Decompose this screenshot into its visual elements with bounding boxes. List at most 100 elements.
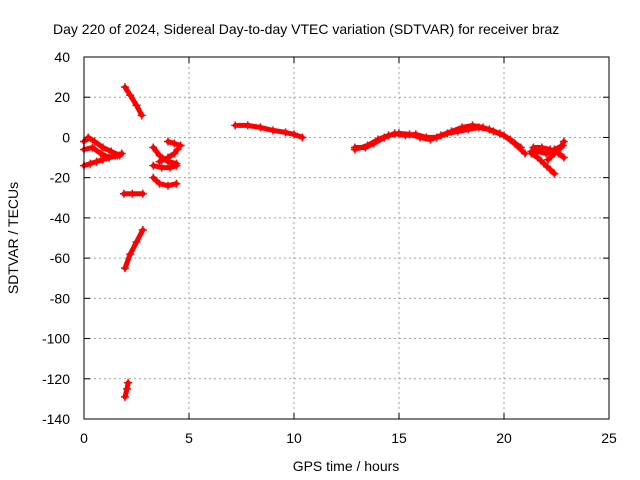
- data-trace: [122, 84, 145, 118]
- data-point: [98, 143, 107, 152]
- data-point: [155, 179, 164, 188]
- data-point: [96, 149, 105, 158]
- y-tick-label: 20: [54, 89, 70, 105]
- y-tick-label: -120: [42, 371, 70, 387]
- plot-frame: [83, 56, 610, 420]
- data-series: [80, 83, 568, 401]
- y-tick-label: -140: [42, 411, 70, 427]
- data-trace: [232, 122, 305, 140]
- data-point: [124, 378, 133, 387]
- data-point: [86, 159, 95, 168]
- data-point: [290, 130, 298, 139]
- data-point: [120, 264, 129, 273]
- data-point: [350, 143, 359, 152]
- data-point: [137, 111, 146, 120]
- data-point: [390, 129, 399, 138]
- chart-title: Day 220 of 2024, Sidereal Day-to-day VTE…: [53, 21, 559, 37]
- data-point: [361, 143, 370, 152]
- y-tick-label: -40: [50, 210, 70, 226]
- data-point: [176, 141, 185, 150]
- data-point: [546, 145, 555, 154]
- data-point: [126, 91, 135, 100]
- data-trace: [157, 147, 180, 165]
- data-point: [172, 179, 181, 188]
- data-point: [88, 143, 97, 152]
- x-tick-label: 0: [80, 430, 88, 446]
- data-point: [411, 130, 420, 139]
- data-point: [84, 133, 93, 142]
- data-point: [170, 149, 179, 158]
- data-point: [453, 127, 462, 136]
- data-point: [527, 149, 536, 158]
- data-point: [90, 137, 99, 146]
- data-point: [533, 153, 542, 162]
- data-point: [550, 169, 559, 178]
- data-point: [559, 153, 568, 162]
- data-point: [170, 139, 179, 148]
- data-point: [269, 126, 277, 135]
- data-point: [164, 181, 172, 190]
- data-point: [107, 147, 116, 156]
- data-point: [422, 133, 431, 142]
- data-point: [485, 125, 494, 134]
- data-point: [474, 123, 483, 132]
- data-trace: [122, 227, 146, 271]
- data-point: [539, 159, 548, 168]
- y-tick-label: -80: [50, 290, 70, 306]
- data-point: [92, 157, 101, 166]
- y-axis-label: SDTVAR / TECUs: [5, 182, 21, 294]
- data-point: [164, 137, 172, 146]
- data-point: [550, 149, 559, 158]
- data-trace: [545, 139, 567, 163]
- data-point: [256, 123, 265, 132]
- x-axis-label: GPS time / hours: [293, 458, 400, 474]
- data-point: [138, 189, 147, 198]
- data-point: [281, 128, 290, 137]
- data-point: [380, 133, 389, 142]
- data-point: [231, 121, 240, 130]
- data-point: [369, 139, 378, 148]
- data-point: [120, 83, 129, 92]
- data-point: [401, 131, 410, 140]
- data-point: [149, 143, 158, 152]
- data-point: [529, 143, 538, 152]
- data-trace: [150, 163, 179, 171]
- x-tick-label: 10: [286, 430, 302, 446]
- y-tick-label: -20: [50, 170, 70, 186]
- x-tick-label: 20: [496, 430, 512, 446]
- data-point: [166, 163, 175, 172]
- data-point: [138, 225, 147, 234]
- data-point: [432, 133, 441, 142]
- data-point: [128, 189, 137, 198]
- data-point: [149, 173, 158, 182]
- x-tick-label: 25: [601, 430, 617, 446]
- data-point: [132, 101, 141, 110]
- grid: [84, 57, 609, 419]
- data-point: [556, 143, 565, 152]
- data-point: [537, 143, 546, 152]
- data-point: [172, 161, 181, 170]
- data-point: [119, 189, 128, 198]
- data-point: [98, 155, 107, 164]
- x-tick-label: 5: [185, 430, 193, 446]
- data-point: [164, 153, 172, 162]
- data-point: [559, 137, 568, 146]
- tick-labels: 0 5 10 15 20 25 -140 -120 -100 -80 -60 -40 -20 0 20 40: [42, 49, 617, 446]
- data-point: [132, 238, 141, 247]
- y-tick-label: -100: [42, 331, 70, 347]
- data-point: [298, 133, 307, 142]
- data-point: [111, 151, 120, 160]
- data-point: [544, 155, 553, 164]
- axis-ticks: [83, 56, 610, 420]
- data-point: [149, 161, 158, 170]
- data-point: [105, 153, 114, 162]
- data-point: [516, 143, 525, 152]
- y-tick-label: 0: [62, 129, 70, 145]
- data-point: [546, 165, 555, 174]
- data-point: [243, 121, 252, 130]
- data-trace: [150, 175, 179, 189]
- x-tick-label: 15: [391, 430, 407, 446]
- data-point: [443, 129, 452, 138]
- data-point: [126, 250, 135, 259]
